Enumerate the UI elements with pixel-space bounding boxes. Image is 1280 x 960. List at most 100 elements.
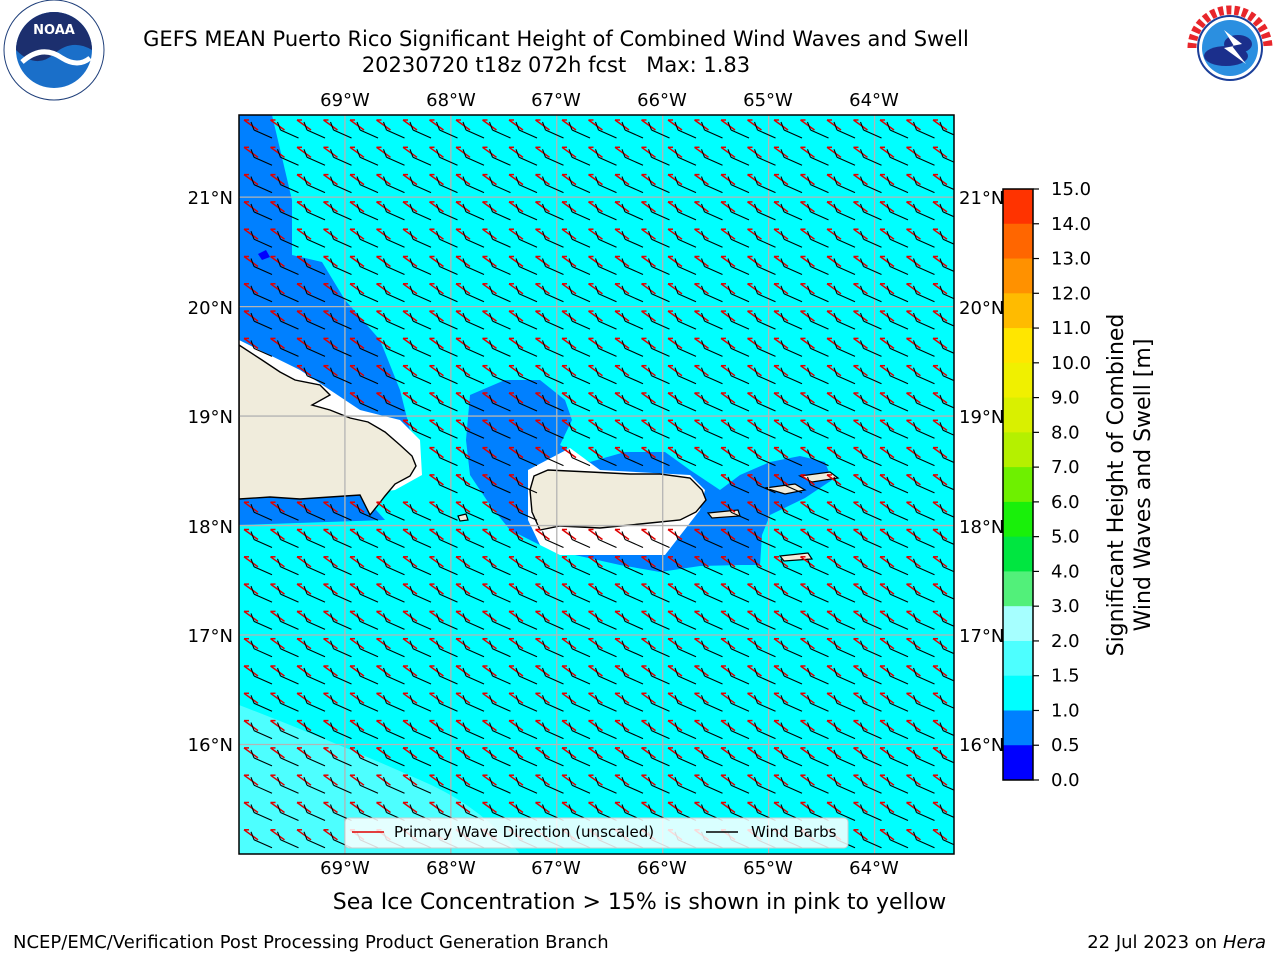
wind-barb: [356, 340, 379, 357]
wind-barb: [276, 258, 299, 276]
wind-barb: [727, 777, 750, 794]
wind-barb: [780, 367, 803, 385]
wave-arrow: [535, 747, 550, 759]
right-latitude-labels: 21°N 20°N 19°N 18°N 17°N 16°N: [959, 188, 1004, 756]
wind-barb: [939, 777, 954, 791]
wind-barb: [833, 613, 856, 630]
map-frame: [238, 114, 955, 855]
wind-barb: [435, 504, 458, 521]
wind-barb: [250, 312, 273, 330]
wave-arrow: [932, 501, 948, 513]
wave-arrow: [376, 528, 391, 541]
wave-arrow: [296, 665, 312, 677]
wind-barb: [647, 667, 670, 685]
wind-barb: [806, 149, 829, 166]
wind-barb: [568, 667, 591, 685]
wave-arrow: [879, 501, 895, 513]
wave-arrow: [455, 719, 471, 732]
wave-arrow: [588, 528, 603, 541]
wave-arrow: [932, 146, 948, 158]
map-legend: Primary Wave Direction (unscaled) Wind B…: [344, 817, 849, 849]
wave-arrow: [826, 801, 842, 814]
colorbar-tick-2: 13.0: [1033, 249, 1091, 270]
wave-arrow: [482, 119, 497, 131]
wind-barb: [859, 340, 882, 357]
wave-arrow: [243, 801, 259, 814]
wave-arrow: [826, 146, 842, 158]
wave-arrow: [429, 283, 444, 295]
wind-barb: [541, 695, 564, 712]
wind-barb: [329, 585, 352, 603]
wind-barb: [382, 340, 405, 357]
wind-barb: [515, 695, 538, 712]
wind-barb: [780, 476, 803, 494]
wind-barb: [276, 203, 299, 221]
wind-barb: [329, 504, 352, 521]
wave-arrow: [694, 774, 709, 786]
wind-barb: [912, 121, 935, 139]
colorbar-tick-label: 7.0: [1051, 457, 1080, 478]
wind-barb: [250, 121, 273, 139]
wave-arrow: [932, 337, 948, 350]
wave-arrow: [853, 665, 868, 677]
wave-arrow: [296, 610, 312, 623]
wind-barb: [833, 285, 856, 303]
wave-arrow: [429, 392, 444, 404]
wind-barb: [382, 231, 405, 248]
bottom-longitude-labels: 69°W 68°W 67°W 66°W 65°W 64°W: [320, 858, 899, 879]
wave-arrow: [376, 774, 391, 786]
wind-barb: [435, 121, 458, 139]
wind-barb: [886, 777, 909, 794]
wave-arrow: [906, 119, 921, 131]
wind-barb: [700, 367, 723, 385]
colorbar-tick-label: 8.0: [1051, 422, 1080, 443]
wind-barb: [886, 722, 909, 740]
wind-barb: [674, 367, 697, 385]
wave-arrow: [667, 228, 683, 240]
wind-barb: [621, 695, 644, 712]
wave-arrow: [641, 119, 656, 131]
wave-arrow: [296, 637, 312, 650]
colorbar-segment: [1003, 640, 1033, 677]
wave-arrow: [826, 119, 842, 131]
wind-barb: [621, 558, 644, 576]
wind-barb: [647, 749, 670, 767]
wind-barb: [780, 558, 803, 576]
wave-arrow: [349, 528, 365, 541]
wind-barb: [409, 422, 432, 439]
wind-barb: [488, 394, 511, 412]
wave-arrow: [349, 201, 365, 213]
wind-barb: [753, 613, 776, 630]
wave-arrow: [773, 637, 789, 650]
wave-arrow: [296, 747, 312, 759]
wave-arrow: [879, 637, 895, 650]
wave-arrow: [376, 283, 391, 295]
wind-barb: [886, 149, 909, 166]
wave-arrow: [747, 774, 762, 786]
wind-barb: [329, 176, 352, 194]
wave-arrow: [429, 228, 444, 240]
wind-barb: [700, 640, 723, 658]
wind-barbs: [250, 121, 954, 849]
wave-arrow: [323, 747, 338, 759]
wave-arrow: [535, 201, 550, 213]
wind-barb: [806, 121, 829, 139]
wind-barb: [647, 367, 670, 385]
wave-arrow: [879, 801, 895, 814]
wave-arrow: [402, 119, 418, 131]
wind-barb: [806, 667, 829, 685]
colorbar-label: Significant Height of Combined Wind Wave…: [1104, 314, 1156, 657]
wind-barb: [568, 531, 591, 549]
wave-arrow: [349, 392, 365, 404]
wind-barb: [488, 231, 511, 248]
colorbar-label-line-1: Significant Height of Combined: [1104, 314, 1129, 657]
wave-arrow: [508, 419, 524, 431]
wind-barb: [356, 667, 379, 685]
wave-arrow: [932, 173, 948, 186]
wind-barb: [303, 312, 326, 330]
wave-arrow: [773, 119, 789, 131]
wave-arrow: [270, 201, 285, 213]
wave-arrow: [747, 146, 762, 158]
wave-arrow: [932, 228, 948, 240]
wave-arrow: [800, 364, 815, 377]
